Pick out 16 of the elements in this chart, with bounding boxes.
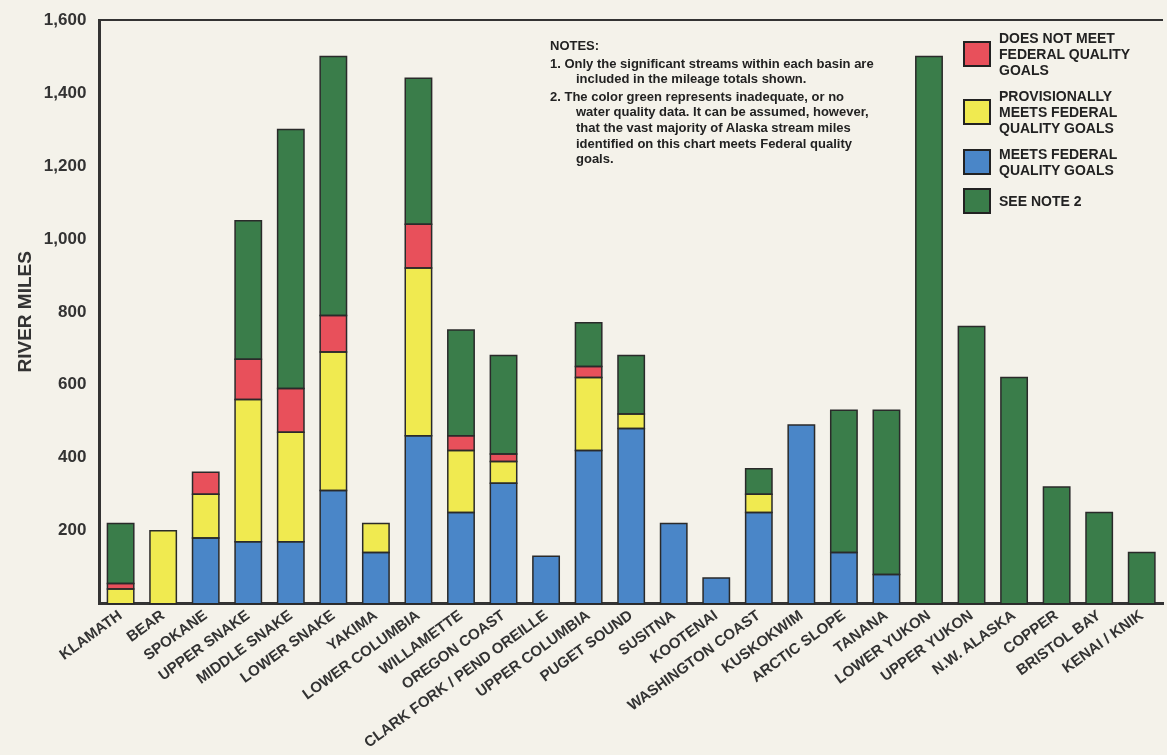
y-tick-label: 400 [57, 447, 87, 467]
y-tick-label: 600 [57, 374, 87, 394]
legend-label: SEE NOTE 2 [999, 193, 1082, 209]
annotation: 2. The color green represents inadequate, or no water quality data. It can be assumed, however, that the vast majority of Alaska stream miles identified on this chart meets Federal quality goals. [550, 88, 870, 167]
y-axis-title: RIVER MILES [13, 251, 35, 373]
y-tick-label: 1,600 [43, 9, 87, 29]
legend-label: MEETS FEDERAL QUALITY GOALS [999, 146, 1118, 178]
y-tick-label: 1,000 [43, 228, 87, 248]
legend-label: PROVISIONALLY MEETS FEDERAL QUALITY GOALS [999, 88, 1118, 136]
annotation: NOTES: [550, 38, 601, 54]
y-tick-label: 200 [57, 520, 87, 540]
y-tick-label: 1,400 [43, 82, 87, 102]
y-tick-label: 1,200 [43, 155, 87, 175]
legend-label: DOES NOT MEET FEDERAL QUALITY GOALS [999, 30, 1131, 78]
y-tick-label: 800 [57, 301, 87, 321]
annotation: 1. Only the significant streams within each basin are included in the mileage totals shown. [550, 55, 875, 87]
